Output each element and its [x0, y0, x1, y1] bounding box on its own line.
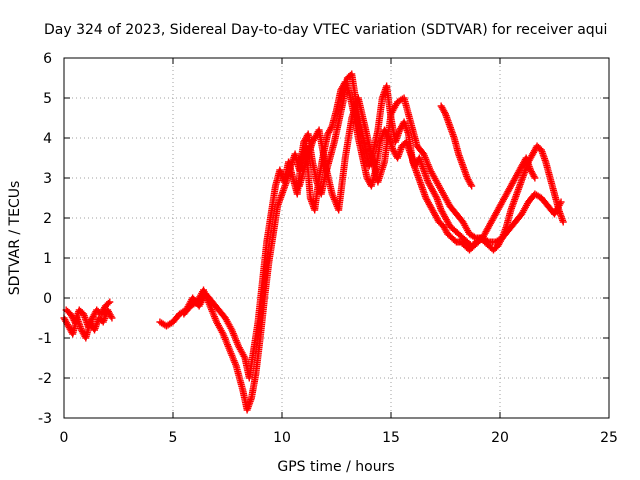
x-tick-label: 15: [382, 430, 400, 446]
data-point: [327, 124, 335, 132]
y-tick-label: -2: [38, 371, 52, 387]
series-4: [295, 94, 565, 246]
x-tick-label: 0: [60, 430, 69, 446]
x-tick-label: 20: [491, 430, 509, 446]
y-tick-label: 6: [43, 51, 52, 67]
y-tick-label: -3: [38, 411, 52, 427]
chart-title: Day 324 of 2023, Sidereal Day-to-day VTE…: [44, 22, 607, 38]
data-point: [557, 198, 565, 206]
y-axis-label: SDTVAR / TECUs: [7, 181, 23, 296]
series-1: [62, 298, 114, 330]
data-point: [432, 192, 440, 200]
data-point: [108, 314, 116, 322]
axes: 0 5 10 15 20 25 -3 -2 -1 0 1 2 3 4 5 6: [38, 51, 618, 446]
data-point: [106, 298, 114, 306]
x-tick-label: 10: [273, 430, 291, 446]
data-point: [107, 312, 115, 320]
y-tick-label: -1: [38, 331, 52, 347]
series-0: [60, 306, 116, 342]
y-tick-label: 1: [43, 251, 52, 267]
y-tick-label: 3: [43, 171, 52, 187]
y-tick-label: 4: [43, 131, 52, 147]
y-tick-label: 0: [43, 291, 52, 307]
series-5: [437, 102, 476, 190]
plot-frame: [63, 57, 610, 419]
x-tick-label: 25: [600, 430, 618, 446]
data-point: [559, 218, 567, 226]
data-point: [468, 182, 476, 190]
data-point: [531, 174, 539, 182]
data-point: [441, 108, 449, 116]
y-tick-label: 5: [43, 91, 52, 107]
x-axis-label: GPS time / hours: [277, 459, 394, 475]
data-point: [104, 299, 112, 307]
data-point: [530, 172, 538, 180]
series-3: [180, 70, 539, 414]
data-point: [467, 180, 475, 188]
data-points: [60, 70, 567, 414]
y-tick-label: 2: [43, 211, 52, 227]
x-tick-label: 5: [169, 430, 178, 446]
